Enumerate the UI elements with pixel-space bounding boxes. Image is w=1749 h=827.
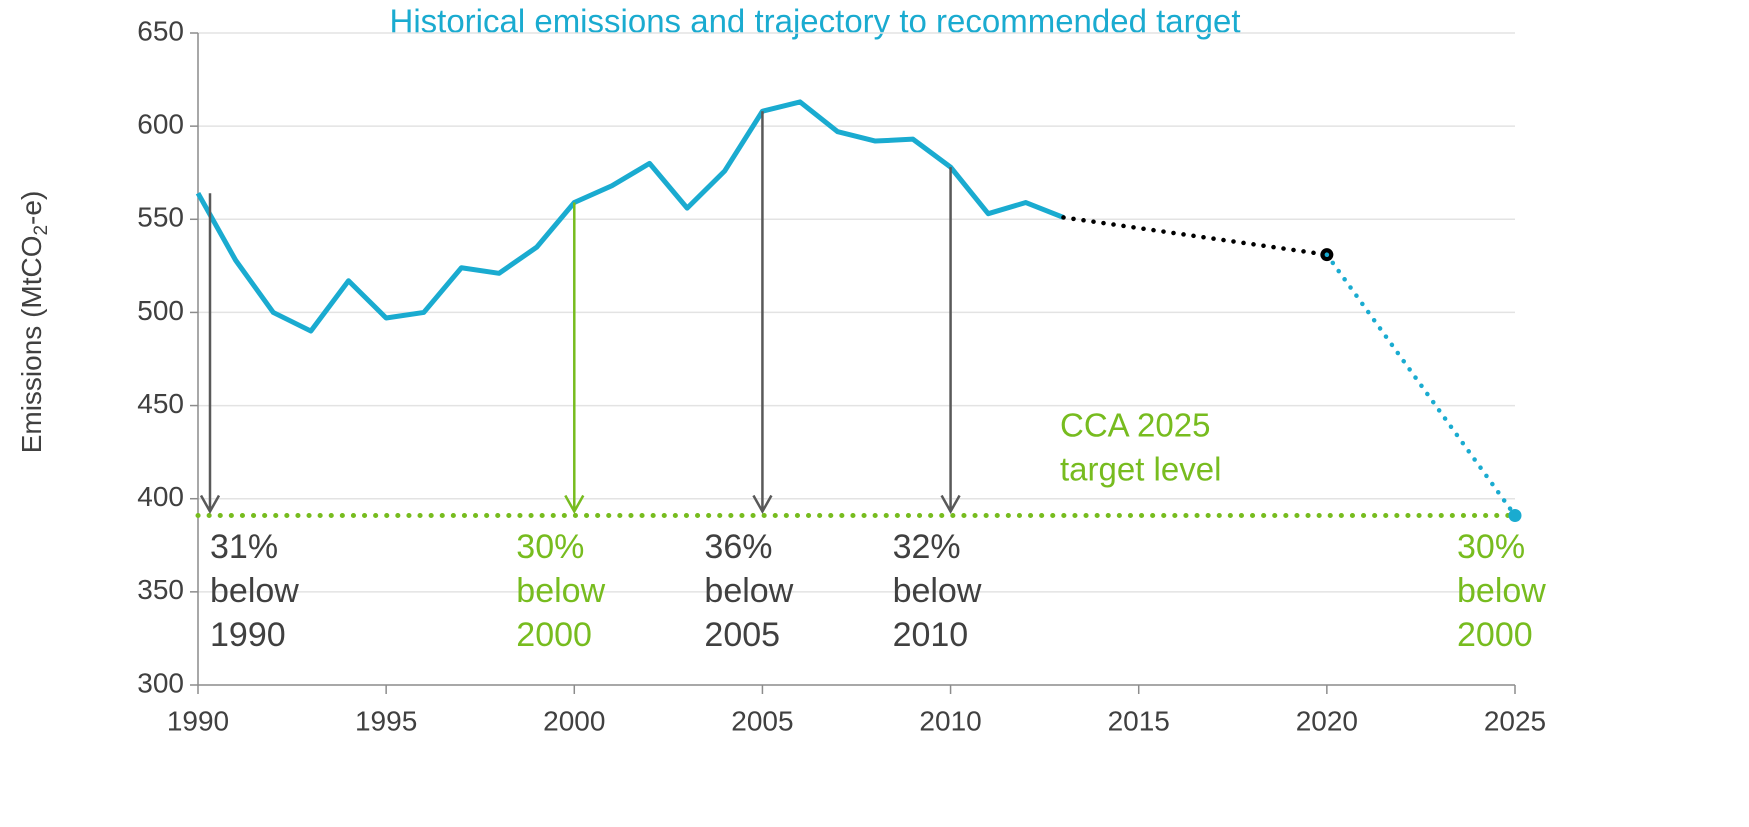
series-line — [1324, 252, 1518, 518]
y-tick-label: 300 — [137, 667, 184, 698]
x-tick-label: 1990 — [167, 705, 229, 736]
y-tick-label: 400 — [137, 481, 184, 512]
reduction-arrow — [752, 111, 773, 515]
reduction-label: 30% — [516, 528, 584, 566]
reduction-label: 32% — [893, 528, 961, 566]
y-tick-label: 500 — [137, 295, 184, 326]
y-axis-label-text: -e) — [16, 191, 47, 225]
reduction-label: 1990 — [210, 616, 286, 654]
reduction-label: 31% — [210, 528, 278, 566]
reduction-label: below — [1457, 572, 1546, 610]
reduction-label: below — [516, 572, 605, 610]
x-tick-label: 1995 — [355, 705, 417, 736]
reduction-label: below — [704, 572, 793, 610]
reduction-label: below — [893, 572, 982, 610]
reduction-arrow — [564, 202, 585, 515]
x-tick-label: 2005 — [731, 705, 793, 736]
reduction-label: 2005 — [704, 616, 780, 654]
y-tick-label: 650 — [137, 15, 184, 46]
x-tick-label: 2010 — [919, 705, 981, 736]
series-end-marker — [1508, 508, 1522, 522]
y-axis-label: Emissions (MtCO2-e) — [16, 191, 52, 454]
x-tick-label: 2025 — [1484, 705, 1546, 736]
target-label: target level — [1060, 451, 1221, 488]
y-axis-label-subscript: 2 — [31, 225, 52, 236]
y-tick-label: 350 — [137, 574, 184, 605]
reduction-arrow — [199, 193, 221, 515]
x-tick-label: 2000 — [543, 705, 605, 736]
reduction-label: 2000 — [1457, 616, 1533, 654]
reduction-label: below — [210, 572, 299, 610]
reduction-label: 30% — [1457, 528, 1525, 566]
series-line — [1061, 215, 1330, 257]
reduction-label: 2010 — [893, 616, 969, 654]
reduction-label: 36% — [704, 528, 772, 566]
series-line — [195, 99, 1065, 334]
x-tick-label: 2015 — [1108, 705, 1170, 736]
chart-title: Historical emissions and trajectory to r… — [389, 3, 1240, 40]
y-tick-label: 450 — [137, 388, 184, 419]
x-tick-label: 2020 — [1296, 705, 1358, 736]
reduction-arrow — [940, 167, 961, 515]
y-tick-label: 550 — [137, 202, 184, 233]
y-axis-label-text: Emissions (MtCO — [16, 236, 47, 454]
target-label: CCA 2025 — [1060, 407, 1210, 444]
reduction-label: 2000 — [516, 616, 592, 654]
y-tick-label: 600 — [137, 109, 184, 140]
